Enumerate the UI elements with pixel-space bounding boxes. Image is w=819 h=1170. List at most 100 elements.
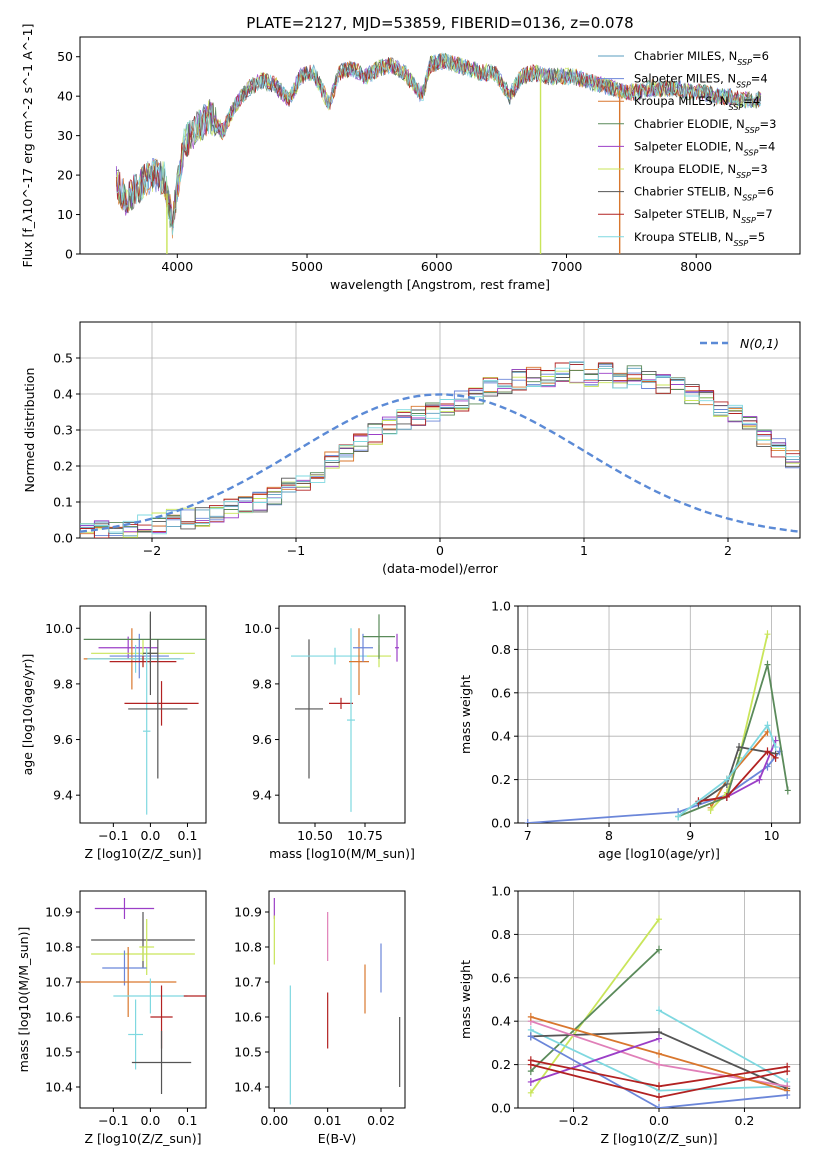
y-tick-label: 40 [57,89,73,104]
weight-series-line [530,1029,788,1092]
normal-curve [80,393,800,533]
x-tick-label: 0.02 [367,1113,395,1128]
x-tick-label: 0.0 [140,1113,160,1128]
axes-frame [517,605,801,824]
y-tick-label: 1.0 [491,884,511,899]
axes-frame [79,321,801,539]
y-tick-label: 10 [57,207,73,222]
y-tick-label: 0.5 [53,351,73,366]
y-tick-label: 10.4 [234,1080,262,1095]
y-tick-label: 30 [57,128,73,143]
weight-series-line [530,1063,788,1099]
weight-series-line [697,745,776,805]
weight-series-line [677,664,789,818]
figure-title: PLATE=2127, MJD=53859, FIBERID=0136, z=0… [246,14,633,32]
x-tick-label: 0.0 [649,1113,669,1128]
axes-frame [79,605,207,824]
y-tick-label: 0.2 [53,459,73,474]
x-tick-label: 5000 [291,259,323,274]
x-axis-label: (data-model)/error [382,561,499,576]
legend-label: Salpeter STELIB, NSSP=7 [634,207,773,225]
residual-histogram [80,361,800,535]
x-tick-label: 7000 [551,259,583,274]
data-point [524,819,531,823]
y-tick-label: 0.3 [53,423,73,438]
y-tick-label: 0.6 [491,685,511,700]
x-tick-label: −0.1 [98,828,128,843]
x-axis-label: mass [log10(M/M_sun)] [269,846,415,861]
axes-frame [278,605,406,824]
y-tick-label: 0.1 [53,495,73,510]
y-tick-label: 10.7 [45,975,73,990]
mass-vs-metallicity-panel: −0.1 0.0 0.1 10.4 10.5 10.6 10.7 10.8 10.9 Z [log… [16,890,207,1146]
x-tick-label: 4000 [161,259,193,274]
y-axis-label: Flux [f_λ10^-17 erg cm^-2 s^-1 A^-1] [20,24,35,268]
axes-frame [79,36,801,255]
weight-series-line [677,723,777,818]
weight-series-line [530,918,660,1094]
x-tick-label: 8000 [680,259,712,274]
spectrum-series-line [115,54,762,225]
legend-label: N(0,1) [740,336,779,351]
y-tick-label: 0.4 [53,387,73,402]
spectrum-panel: 4000 5000 6000 7000 8000 0 10 20 30 40 50 wavelengt… [20,24,801,292]
legend-label: Chabrier ELODIE, NSSP=3 [634,117,776,135]
y-tick-label: 10.6 [45,1010,73,1025]
y-tick-label: 1.0 [491,599,511,614]
y-tick-label: 50 [57,49,73,64]
y-tick-label: 0.8 [491,642,511,657]
x-tick-label: 1 [580,543,588,558]
x-tick-label: 0 [436,543,444,558]
x-tick-label: 0.1 [178,1113,198,1128]
legend-label: Chabrier MILES, NSSP=6 [634,49,769,67]
age-vs-metallicity-panel: −0.1 0.0 0.1 9.4 9.6 9.8 10.0 Z [log10(Z/Z_sun)… [20,605,207,861]
y-tick-label: 9.4 [252,788,272,803]
x-tick-label: −0.1 [98,1113,128,1128]
y-tick-label: 0.6 [491,970,511,985]
weight-series-line [530,1016,788,1092]
y-tick-label: 0.2 [491,1057,511,1072]
axes-frame [268,890,406,1109]
data-point [772,743,779,752]
y-tick-label: 0.2 [491,772,511,787]
x-tick-label: 0.0 [140,828,160,843]
y-tick-label: 9.8 [53,676,73,691]
y-tick-label: 0.0 [491,1101,511,1116]
y-tick-label: 9.8 [252,676,272,691]
legend-label: Kroupa STELIB, NSSP=5 [634,230,765,248]
y-tick-label: 0.4 [491,1014,511,1029]
y-tick-label: 10.8 [234,940,262,955]
weight-series-line [698,750,777,803]
x-tick-label: −0.2 [558,1113,588,1128]
y-tick-label: 10.9 [234,905,262,920]
x-axis-label: Z [log10(Z/Z_sun)] [85,1131,202,1146]
x-tick-label: 0.01 [314,1113,342,1128]
spectrum-series-line [116,52,762,236]
axes-frame [79,890,207,1109]
y-tick-label: 0.8 [491,927,511,942]
weight-series-line [530,1035,788,1108]
weight-vs-metallicity-panel: −0.2 0.0 0.2 0.0 0.2 0.4 0.6 0.8 1.0 Z [log10(Z/Z… [458,884,801,1146]
y-tick-label: 10.7 [234,975,262,990]
y-tick-label: 0.0 [491,816,511,831]
x-tick-label: 7 [524,828,532,843]
data-point [656,945,662,954]
y-tick-label: 10.5 [45,1045,73,1060]
x-tick-label: 10.50 [297,828,333,843]
x-tick-label: −2 [143,543,161,558]
y-tick-label: 10.9 [45,905,73,920]
x-tick-label: −1 [287,543,305,558]
y-tick-label: 9.6 [252,732,272,747]
legend-label: Chabrier STELIB, NSSP=6 [634,185,774,203]
y-tick-label: 9.6 [53,732,73,747]
weight-vs-age-panel: 7 8 9 10 0.0 0.2 0.4 0.6 0.8 1.0 age [log10(age/yr… [458,599,801,861]
x-tick-label: 2 [724,543,732,558]
x-tick-label: 6000 [421,259,453,274]
x-axis-label: age [log10(age/yr)] [598,846,720,861]
y-tick-label: 10.6 [234,1010,262,1025]
y-tick-label: 10.4 [45,1080,73,1095]
weight-series-line [530,948,660,1072]
x-tick-label: 0.00 [260,1113,288,1128]
x-tick-label: 8 [605,828,613,843]
